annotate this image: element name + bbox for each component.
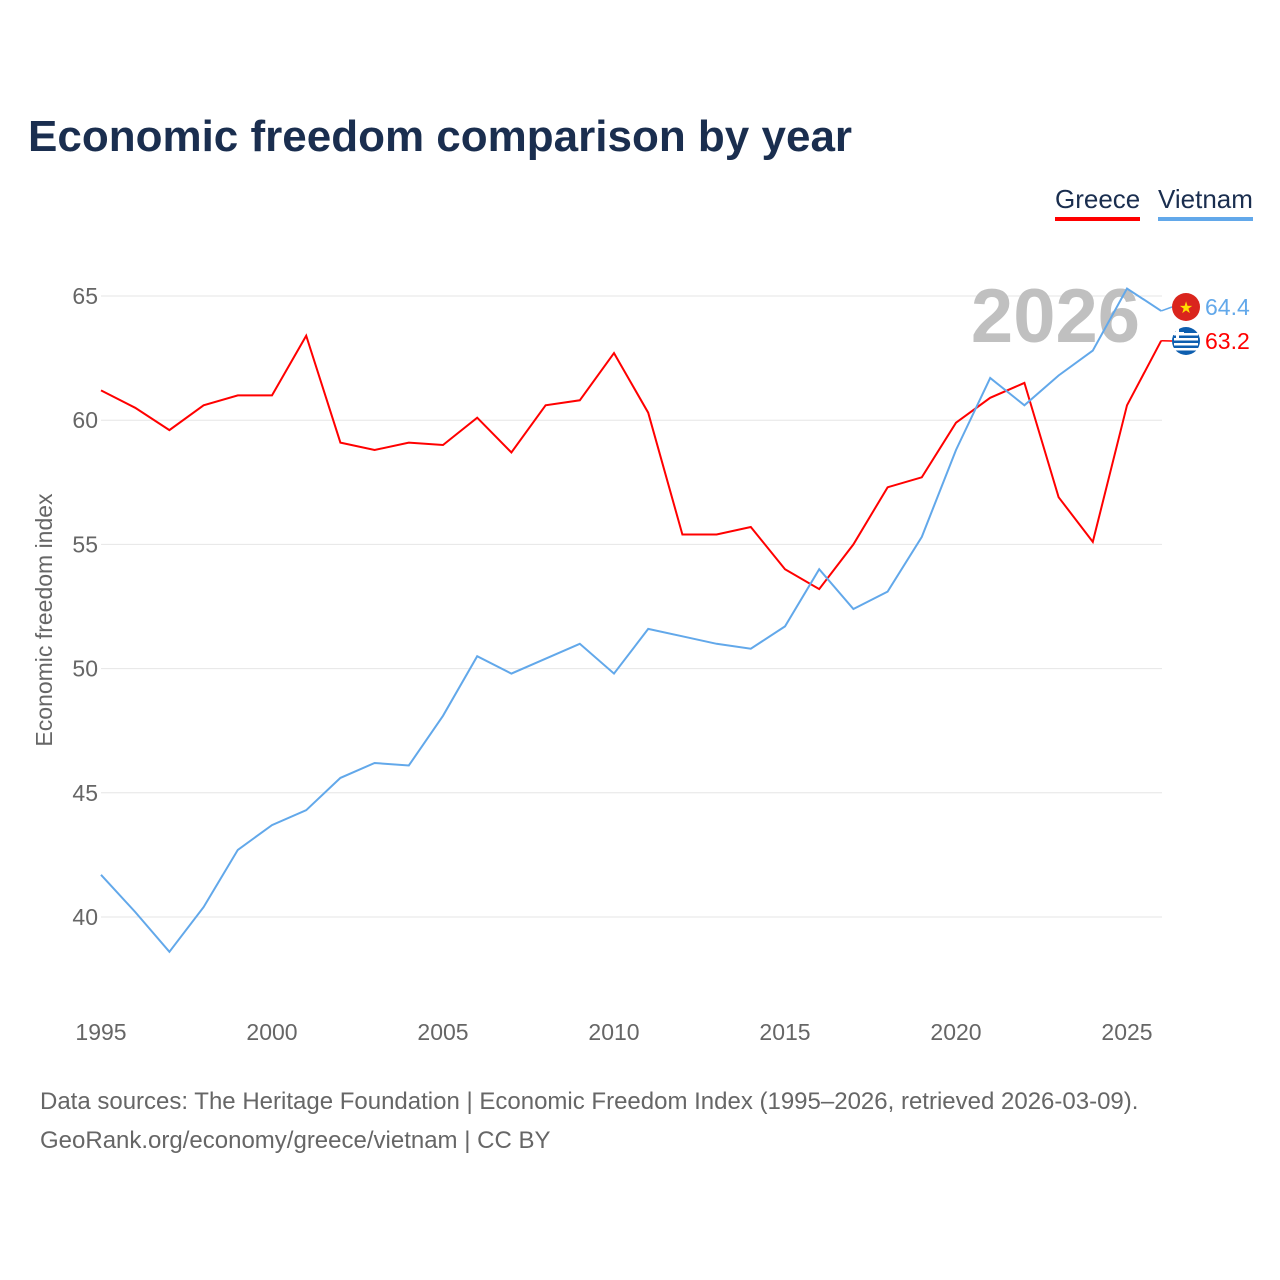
x-tick-label: 2025 (1101, 1019, 1152, 1045)
flag-cross (1172, 332, 1184, 335)
x-tick-label: 2015 (759, 1019, 810, 1045)
legend-greece[interactable]: Greece (1055, 184, 1141, 221)
flag-stripe (1174, 348, 1198, 351)
legend-vietnam[interactable]: Vietnam (1158, 184, 1253, 221)
x-tick-label: 2005 (417, 1019, 468, 1045)
flag-stripe (1174, 338, 1198, 341)
year-watermark: 2026 (971, 274, 1140, 359)
x-tick-label: 2020 (930, 1019, 981, 1045)
end-value-label: 63.2 (1205, 328, 1250, 354)
series-line-greece (100, 333, 1163, 591)
x-tick-label: 2000 (246, 1019, 297, 1045)
y-tick-label: 40 (72, 904, 98, 930)
vietnam-flag-icon (1172, 293, 1200, 321)
end-connector (1160, 306, 1173, 312)
x-tick-label: 2010 (588, 1019, 639, 1045)
series-line-vietnam (100, 287, 1162, 954)
x-tick-label: 1995 (75, 1019, 126, 1045)
footer-link: GeoRank.org/economy/greece/vietnam | CC … (40, 1127, 551, 1154)
flag-stripe (1174, 343, 1198, 346)
chart-title: Economic freedom comparison by year (28, 112, 853, 161)
y-axis-label: Economic freedom index (31, 493, 57, 747)
star-icon: ★ (1179, 300, 1193, 317)
end-value-label: 64.4 (1205, 294, 1250, 320)
flag-stripe (1174, 333, 1198, 336)
y-tick-label: 55 (72, 531, 98, 557)
y-tick-label: 60 (72, 407, 98, 433)
y-tick-label: 50 (72, 656, 98, 682)
footer-sources: Data sources: The Heritage Foundation | … (40, 1088, 1139, 1115)
y-tick-label: 65 (72, 283, 98, 309)
y-tick-label: 45 (72, 780, 98, 806)
